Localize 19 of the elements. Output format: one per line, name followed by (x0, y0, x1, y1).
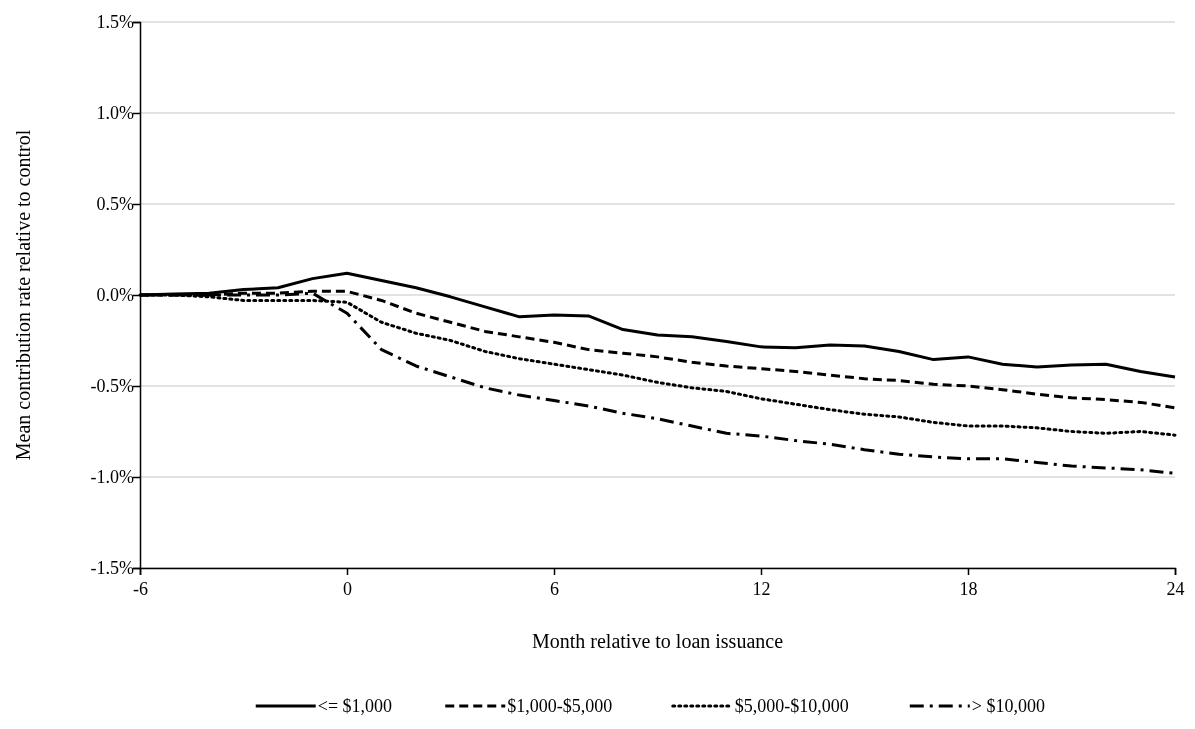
x-tick-label: 6 (550, 578, 559, 599)
y-tick-label: 1.5% (96, 12, 134, 33)
x-axis-title: Month relative to loan issuance (531, 630, 784, 652)
y-tick-label: 0.0% (96, 285, 134, 306)
legend-label: $5,000-$10,000 (734, 696, 849, 716)
legend-label: <= $1,000 (317, 696, 393, 716)
y-axis-title: Mean contribution rate relative to control (12, 129, 34, 461)
legend-label: $1,000-$5,000 (507, 696, 613, 716)
y-tick-label: -1.0% (90, 467, 134, 488)
x-tick-label: 0 (343, 578, 352, 599)
y-tick-label: -1.5% (90, 558, 134, 579)
x-tick-label: -6 (133, 578, 148, 599)
x-tick-label: 24 (1166, 578, 1185, 599)
legend-label: > $10,000 (971, 696, 1045, 716)
x-tick-label: 12 (752, 578, 771, 599)
y-tick-label: 0.5% (96, 194, 134, 215)
y-tick-label: -0.5% (90, 376, 134, 397)
y-tick-label: 1.0% (96, 103, 134, 124)
x-tick-label: 18 (959, 578, 978, 599)
